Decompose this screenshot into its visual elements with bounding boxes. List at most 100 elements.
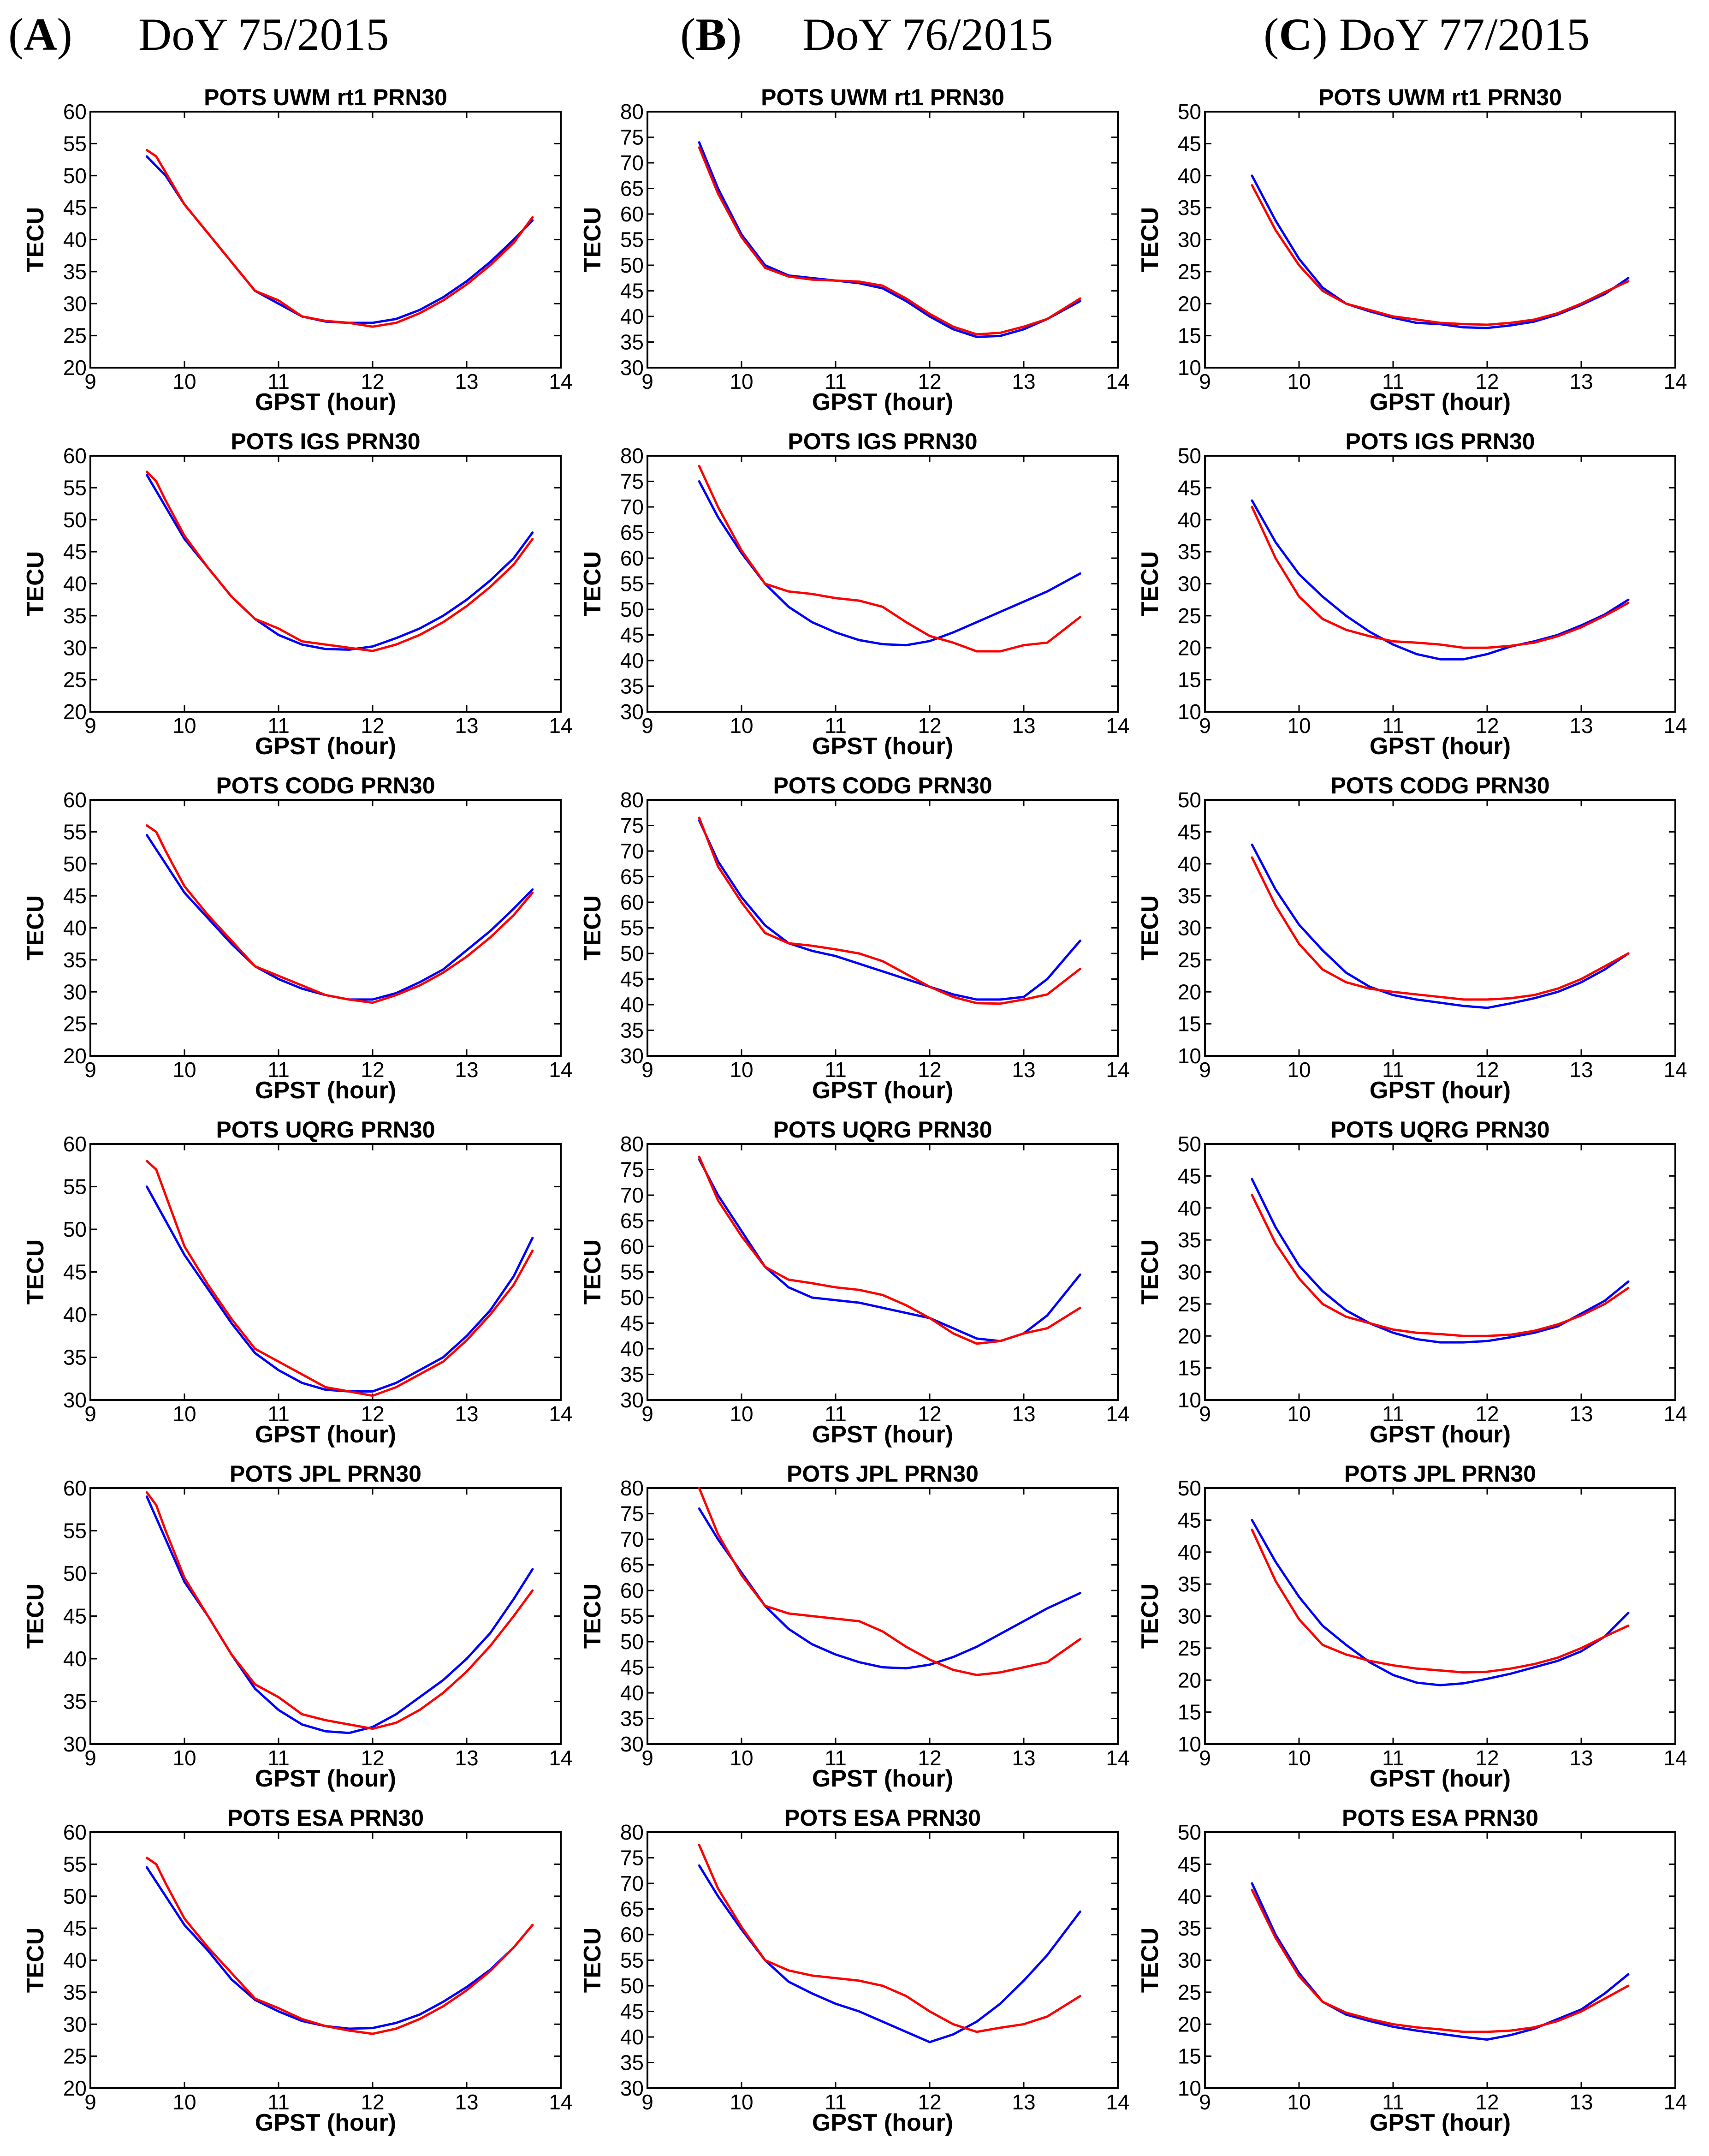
y-axis-label: TECU <box>1137 1584 1163 1649</box>
y-tick-label: 55 <box>63 476 87 500</box>
red-series-line <box>1251 506 1630 649</box>
y-tick-label: 50 <box>63 508 87 532</box>
y-tick-label: 30 <box>63 1388 87 1412</box>
y-tick-label: 25 <box>63 668 87 692</box>
y-tick-label: 55 <box>63 131 87 155</box>
y-tick-label: 70 <box>620 1871 644 1895</box>
y-tick-label: 10 <box>1178 700 1201 724</box>
y-tick-label: 60 <box>63 788 87 812</box>
y-tick-label: 20 <box>63 700 87 724</box>
x-tick-label: 10 <box>172 1746 196 1770</box>
x-tick-label: 14 <box>1106 1402 1129 1426</box>
y-tick-label: 70 <box>620 151 644 175</box>
x-tick-label: 14 <box>549 1058 572 1082</box>
y-tick-label: 20 <box>63 2076 87 2100</box>
x-tick-label: 13 <box>455 1058 478 1082</box>
x-tick-label: 12 <box>361 2090 384 2114</box>
x-tick-label: 13 <box>1012 2090 1035 2114</box>
y-tick-label: 35 <box>63 604 87 628</box>
x-tick-label: 10 <box>1287 1402 1311 1426</box>
x-tick-label: 11 <box>825 714 847 738</box>
y-tick-label: 20 <box>63 1044 87 1068</box>
y-axis-label: TECU <box>579 1239 606 1305</box>
x-tick-label: 13 <box>1569 369 1593 393</box>
chart-panel: POTS IGS PRN30 9 10 11 12 13 14 303540455055606… <box>579 429 1130 760</box>
y-tick-label: 40 <box>620 1337 644 1361</box>
red-series-line <box>1251 1888 1630 2033</box>
y-tick-label: 55 <box>620 916 644 940</box>
x-tick-label: 13 <box>1012 1058 1035 1082</box>
x-tick-label: 13 <box>1012 714 1035 738</box>
y-axis-label: TECU <box>22 207 49 273</box>
x-tick-label: 12 <box>361 369 384 393</box>
x-tick-label: 13 <box>455 714 478 738</box>
y-tick-label: 65 <box>620 1209 644 1233</box>
x-axis-label: GPST (hour) <box>1370 733 1511 760</box>
x-tick-label: 10 <box>172 2090 196 2114</box>
y-tick-label: 25 <box>1178 604 1201 628</box>
y-tick-label: 55 <box>620 572 644 596</box>
y-tick-label: 40 <box>63 1647 87 1671</box>
plot-area <box>1204 1831 1676 2089</box>
x-tick-label: 13 <box>1569 1746 1593 1770</box>
x-tick-label: 10 <box>172 1402 196 1426</box>
y-tick-label: 50 <box>63 1217 87 1241</box>
red-series-line <box>698 1155 1081 1345</box>
x-tick-label: 9 <box>84 369 96 393</box>
y-tick-label: 50 <box>1178 100 1201 124</box>
column-header-b-prefix: ( <box>680 9 695 60</box>
x-tick-label: 14 <box>1663 369 1687 393</box>
y-tick-label: 40 <box>63 572 87 596</box>
x-tick-label: 14 <box>549 1746 572 1770</box>
x-tick-label: 12 <box>918 1402 941 1426</box>
y-tick-label: 45 <box>1178 1508 1201 1532</box>
y-tick-label: 15 <box>1178 1356 1201 1380</box>
x-tick-label: 9 <box>1199 369 1211 393</box>
y-tick-label: 10 <box>1178 1044 1201 1068</box>
x-tick-label: 11 <box>825 1402 847 1426</box>
plot-area <box>89 455 562 713</box>
y-tick-label: 25 <box>1178 1292 1201 1316</box>
x-tick-label: 14 <box>1106 369 1129 393</box>
y-tick-label: 30 <box>63 2012 87 2036</box>
svg-text:(A): (A) <box>8 9 72 60</box>
y-tick-label: 10 <box>1178 1388 1201 1412</box>
plot-area <box>647 1143 1119 1401</box>
chart-panel: POTS CODG PRN30 9 10 11 12 13 14 20 25 30 35 40 45 50… <box>22 773 573 1104</box>
x-tick-label: 13 <box>1012 369 1035 393</box>
panel-title: POTS IGS PRN30 <box>788 429 977 454</box>
x-tick-label: 10 <box>1287 369 1311 393</box>
red-series-line <box>1251 1528 1630 1674</box>
y-tick-label: 65 <box>620 1553 644 1577</box>
x-axis-label: GPST (hour) <box>812 1077 953 1104</box>
y-tick-label: 30 <box>63 980 87 1004</box>
y-tick-label: 40 <box>1178 1540 1201 1564</box>
x-axis-label: GPST (hour) <box>812 1421 953 1448</box>
x-tick-label: 14 <box>1663 1058 1687 1082</box>
y-tick-label: 40 <box>1178 852 1201 876</box>
x-tick-label: 11 <box>825 1058 847 1082</box>
x-tick-label: 12 <box>1475 714 1499 738</box>
plot-area <box>1204 1487 1676 1745</box>
y-tick-label: 45 <box>63 540 87 564</box>
x-tick-label: 9 <box>84 1058 96 1082</box>
x-tick-label: 9 <box>84 2090 96 2114</box>
x-tick-label: 10 <box>730 369 753 393</box>
x-tick-label: 10 <box>1287 1746 1311 1770</box>
x-tick-label: 12 <box>918 1746 941 1770</box>
red-series-line <box>698 465 1081 653</box>
x-tick-label: 13 <box>1569 2090 1593 2114</box>
panel-title: POTS JPL PRN30 <box>1344 1461 1536 1487</box>
y-tick-label: 35 <box>1178 1572 1201 1596</box>
y-tick-label: 80 <box>620 788 644 812</box>
x-tick-label: 13 <box>1569 1402 1593 1426</box>
panel-title: POTS CODG PRN30 <box>1330 773 1549 798</box>
y-tick-label: 75 <box>620 470 644 494</box>
y-tick-label: 45 <box>63 1916 87 1940</box>
x-tick-label: 14 <box>1106 1058 1129 1082</box>
y-tick-label: 20 <box>1178 636 1201 660</box>
y-axis-label: TECU <box>1137 1928 1163 1993</box>
